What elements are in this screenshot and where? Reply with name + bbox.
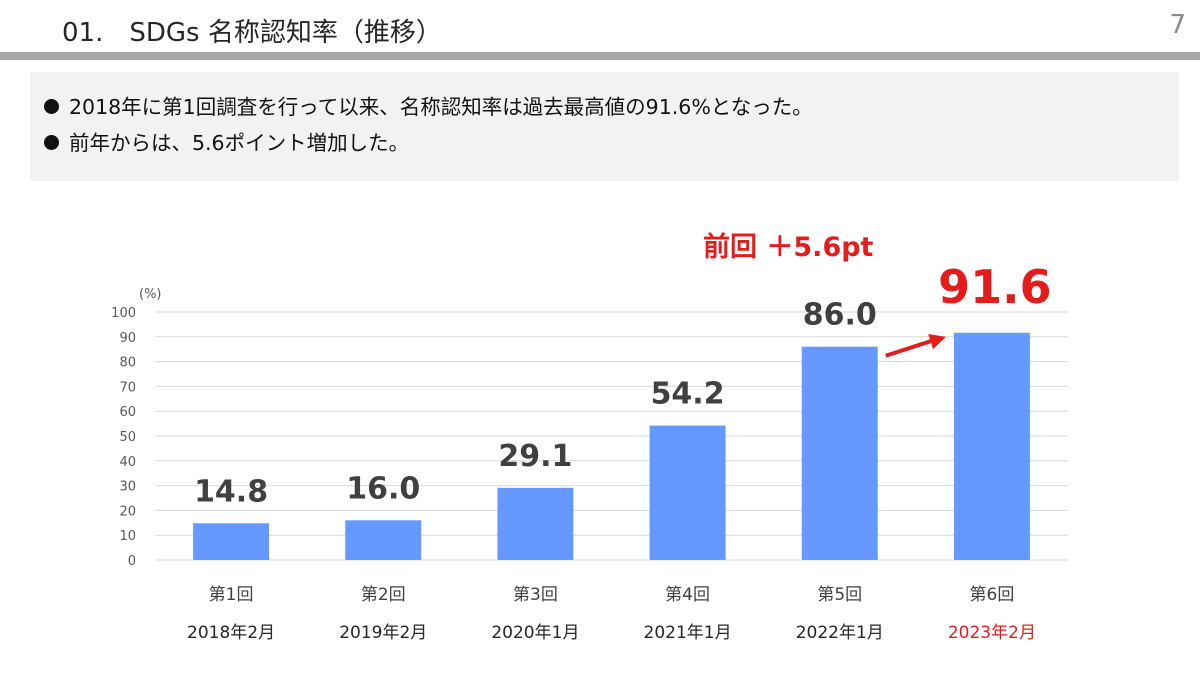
x-date-label: 2018年2月	[187, 623, 275, 643]
bullet-dot-icon	[44, 99, 59, 114]
y-unit-label: (%)	[139, 287, 162, 302]
y-tick-label: 50	[119, 430, 136, 445]
y-tick-label: 10	[119, 529, 136, 544]
data-label: 29.1	[498, 439, 572, 474]
data-label: 86.0	[803, 298, 877, 333]
x-tick-label: 第1回	[209, 585, 254, 605]
summary-box: 2018年に第1回調査を行って以来、名称認知率は過去最高値の91.6%となった。…	[30, 72, 1179, 181]
y-tick-label: 20	[119, 504, 136, 519]
summary-text: 2018年に第1回調査を行って以来、名称認知率は過去最高値の91.6%となった。	[69, 95, 813, 119]
y-tick-label: 100	[111, 306, 136, 321]
summary-bullet: 前年からは、5.6ポイント増加した。	[44, 125, 1179, 161]
page-title: 01. SDGs 名称認知率（推移）	[62, 18, 442, 48]
change-arrow-icon	[885, 336, 939, 358]
y-tick-label: 0	[128, 554, 136, 569]
y-tick-label: 80	[119, 356, 136, 371]
data-label: 91.6	[938, 260, 1052, 314]
summary-text: 前年からは、5.6ポイント増加した。	[69, 131, 410, 155]
y-tick-label: 90	[119, 331, 136, 346]
bar	[345, 520, 422, 560]
chart-canvas: 0 10 20 30 40 50 60 70 80 90 100(%) 14.8 第1回 2018年2月 1…	[111, 260, 1068, 643]
bar	[497, 487, 574, 560]
y-tick-label: 60	[119, 405, 136, 420]
bar	[193, 523, 270, 560]
data-label: 14.8	[194, 474, 268, 509]
x-date-label: 2019年2月	[339, 623, 427, 643]
x-date-label: 2021年1月	[644, 623, 732, 643]
bar	[953, 332, 1030, 560]
x-date-label: 2022年1月	[796, 623, 884, 643]
summary-bullet: 2018年に第1回調査を行って以来、名称認知率は過去最高値の91.6%となった。	[44, 89, 1179, 125]
y-tick-label: 40	[119, 455, 136, 470]
x-tick-label: 第2回	[361, 585, 406, 605]
y-tick-label: 30	[119, 480, 136, 495]
x-tick-label: 第3回	[513, 585, 558, 605]
change-callout: 前回 ＋5.6pt	[703, 232, 874, 263]
x-tick-label: 第6回	[970, 585, 1015, 605]
data-label: 16.0	[346, 471, 420, 506]
x-tick-label: 第5回	[817, 585, 862, 605]
page-number: 7	[1169, 10, 1186, 40]
header-rule	[0, 52, 1200, 60]
slide-header: 01. SDGs 名称認知率（推移） 7	[0, 0, 1200, 62]
x-tick-label: 第4回	[665, 585, 710, 605]
bar	[649, 425, 726, 560]
data-label: 54.2	[651, 377, 725, 412]
y-tick-label: 70	[119, 380, 136, 395]
summary-list: 2018年に第1回調査を行って以来、名称認知率は過去最高値の91.6%となった。…	[30, 72, 1179, 161]
bar-chart: 0 10 20 30 40 50 60 70 80 90 100 (%) 14.8 第1回 2018年2月 1…	[0, 200, 1200, 681]
bar	[801, 346, 878, 560]
arrow-head-icon	[928, 333, 946, 350]
x-date-label: 2020年1月	[491, 623, 579, 643]
bullet-dot-icon	[44, 135, 59, 150]
x-date-label: 2023年2月	[948, 623, 1036, 643]
